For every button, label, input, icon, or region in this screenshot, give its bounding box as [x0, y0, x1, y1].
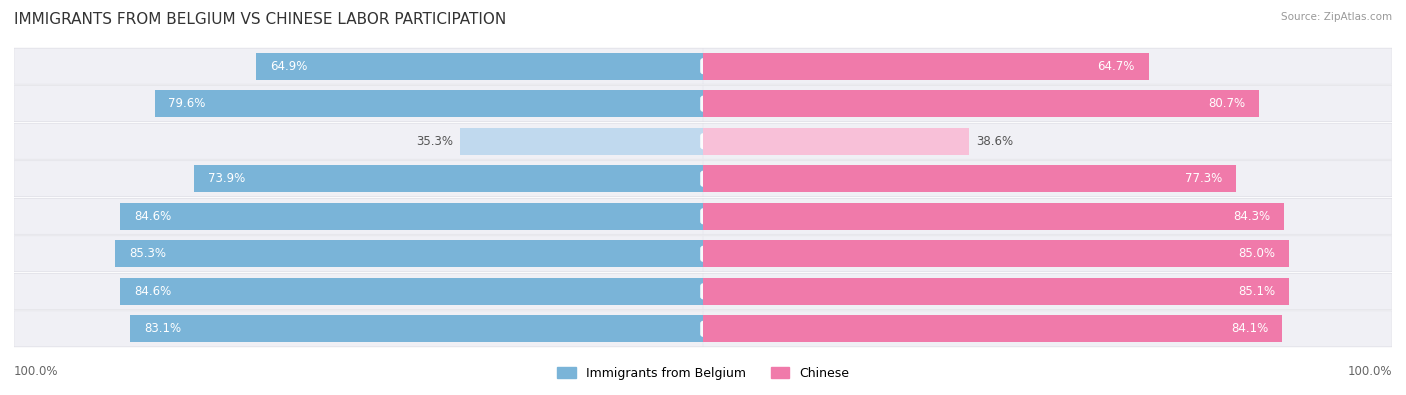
Bar: [703, 165, 1236, 192]
Text: 79.6%: 79.6%: [169, 97, 205, 110]
FancyBboxPatch shape: [14, 236, 703, 272]
Text: 77.3%: 77.3%: [1184, 172, 1222, 185]
Bar: [703, 278, 1289, 305]
Text: In Labor Force | Age > 16: In Labor Force | Age > 16: [703, 61, 859, 71]
Bar: [115, 240, 703, 267]
Bar: [155, 90, 703, 117]
FancyBboxPatch shape: [14, 311, 703, 347]
FancyBboxPatch shape: [703, 161, 1392, 197]
Text: 84.6%: 84.6%: [134, 285, 172, 298]
Bar: [256, 53, 703, 80]
FancyBboxPatch shape: [14, 86, 703, 122]
FancyBboxPatch shape: [703, 198, 1392, 234]
Text: In Labor Force | Age 16-19: In Labor Force | Age 16-19: [703, 136, 863, 147]
Text: 38.6%: 38.6%: [976, 135, 1012, 148]
Bar: [194, 165, 703, 192]
Text: 80.7%: 80.7%: [1208, 97, 1246, 110]
Bar: [120, 203, 703, 230]
Text: In Labor Force | Age 20-64: In Labor Force | Age 20-64: [703, 98, 865, 109]
Legend: Immigrants from Belgium, Chinese: Immigrants from Belgium, Chinese: [551, 362, 855, 385]
Text: In Labor Force | Age 30-34: In Labor Force | Age 30-34: [703, 248, 863, 259]
Text: 85.1%: 85.1%: [1239, 285, 1275, 298]
FancyBboxPatch shape: [703, 86, 1392, 122]
Text: 83.1%: 83.1%: [145, 322, 181, 335]
Text: Source: ZipAtlas.com: Source: ZipAtlas.com: [1281, 12, 1392, 22]
Bar: [703, 53, 1149, 80]
FancyBboxPatch shape: [703, 123, 1392, 159]
FancyBboxPatch shape: [14, 48, 703, 84]
FancyBboxPatch shape: [703, 236, 1392, 272]
Text: In Labor Force | Age 45-54: In Labor Force | Age 45-54: [703, 324, 865, 334]
Bar: [703, 128, 969, 155]
Text: In Labor Force | Age 20-24: In Labor Force | Age 20-24: [703, 173, 865, 184]
FancyBboxPatch shape: [14, 198, 703, 234]
Text: 85.0%: 85.0%: [1237, 247, 1275, 260]
FancyBboxPatch shape: [703, 311, 1392, 347]
Text: 100.0%: 100.0%: [14, 365, 59, 378]
Text: 84.6%: 84.6%: [134, 210, 172, 223]
Text: 85.3%: 85.3%: [129, 247, 166, 260]
Text: In Labor Force | Age 25-29: In Labor Force | Age 25-29: [703, 211, 865, 222]
Text: IMMIGRANTS FROM BELGIUM VS CHINESE LABOR PARTICIPATION: IMMIGRANTS FROM BELGIUM VS CHINESE LABOR…: [14, 12, 506, 27]
FancyBboxPatch shape: [703, 48, 1392, 84]
Text: 64.7%: 64.7%: [1098, 60, 1135, 73]
FancyBboxPatch shape: [14, 273, 703, 309]
Bar: [703, 90, 1258, 117]
Bar: [120, 278, 703, 305]
Bar: [131, 315, 703, 342]
Text: 84.3%: 84.3%: [1233, 210, 1270, 223]
Bar: [703, 240, 1289, 267]
Text: 35.3%: 35.3%: [416, 135, 453, 148]
Text: In Labor Force | Age 35-44: In Labor Force | Age 35-44: [703, 286, 865, 297]
Text: 64.9%: 64.9%: [270, 60, 307, 73]
Bar: [703, 315, 1282, 342]
Text: 84.1%: 84.1%: [1232, 322, 1268, 335]
Text: 100.0%: 100.0%: [1347, 365, 1392, 378]
Bar: [460, 128, 703, 155]
FancyBboxPatch shape: [14, 123, 703, 159]
Bar: [703, 203, 1284, 230]
FancyBboxPatch shape: [14, 161, 703, 197]
FancyBboxPatch shape: [703, 273, 1392, 309]
Text: 73.9%: 73.9%: [208, 172, 245, 185]
